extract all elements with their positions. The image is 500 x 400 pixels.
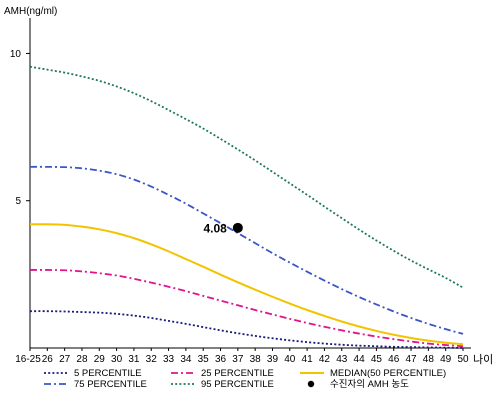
x-tick-label: 47 — [405, 354, 417, 365]
y-axis-label: AMH(ng/ml) — [4, 6, 57, 17]
x-tick-label: 49 — [440, 354, 452, 365]
x-tick-label: 44 — [354, 354, 366, 365]
y-tick-label: 5 — [15, 196, 21, 207]
patient-marker: 4.08 — [203, 221, 243, 235]
legend-label-95-percentile: 95 PERCENTILE — [201, 379, 274, 390]
series-line-5-percentile — [29, 310, 464, 349]
x-tick-label: 27 — [59, 354, 71, 365]
axes: AMH(ng/ml) 5 10 16-25 26 27 28 29 30 31 32 33 34 35 36… — [4, 6, 493, 366]
x-tick-label: 31 — [128, 354, 140, 365]
legend: 5 PERCENTILE 25 PERCENTILE MEDIAN(50 PERCE… — [44, 368, 446, 390]
legend-label-25-percentile: 25 PERCENTILE — [201, 368, 274, 379]
x-tick-label: 34 — [180, 354, 192, 365]
legend-label-5-percentile: 5 PERCENTILE — [74, 368, 142, 379]
x-tick-label: 43 — [336, 354, 348, 365]
x-tick-label: 50 — [457, 354, 469, 365]
x-tick-label: 36 — [215, 354, 227, 365]
x-tick-label: 16-25 — [15, 354, 41, 365]
x-tick-label: 39 — [267, 354, 279, 365]
x-tick-label: 30 — [111, 354, 123, 365]
x-tick-label: 33 — [163, 354, 175, 365]
x-tick-label: 40 — [284, 354, 296, 365]
legend-label-patient-amh: 수진자의 AMH 농도 — [330, 379, 409, 390]
x-tick-label: 26 — [42, 354, 54, 365]
legend-label-median-50-percentile: MEDIAN(50 PERCENTILE) — [330, 368, 446, 379]
series-line-95-percentile — [29, 65, 464, 289]
series-lines — [29, 65, 464, 349]
x-tick-label: 42 — [319, 354, 331, 365]
x-tick-label: 32 — [146, 354, 158, 365]
x-tick-label: 35 — [198, 354, 210, 365]
x-axis-label: 나이 — [473, 353, 493, 366]
x-tick-label: 41 — [302, 354, 314, 365]
series-line-25-percentile — [29, 269, 464, 348]
y-tick-label: 10 — [10, 49, 22, 60]
patient-amh-value-label: 4.08 — [203, 221, 227, 235]
legend-label-75-percentile: 75 PERCENTILE — [74, 379, 147, 390]
x-tick-label: 37 — [232, 354, 244, 365]
x-tick-label: 29 — [94, 354, 106, 365]
x-tick-label: 48 — [423, 354, 435, 365]
series-line-median-50-percentile — [29, 223, 464, 346]
series-line-75-percentile — [29, 165, 464, 335]
legend-swatch-patient-amh — [307, 380, 315, 388]
x-tick-label: 46 — [388, 354, 400, 365]
x-tick-label: 38 — [250, 354, 262, 365]
x-tick-label: 45 — [371, 354, 383, 365]
x-tick-label: 28 — [76, 354, 88, 365]
patient-amh-point — [232, 222, 243, 233]
